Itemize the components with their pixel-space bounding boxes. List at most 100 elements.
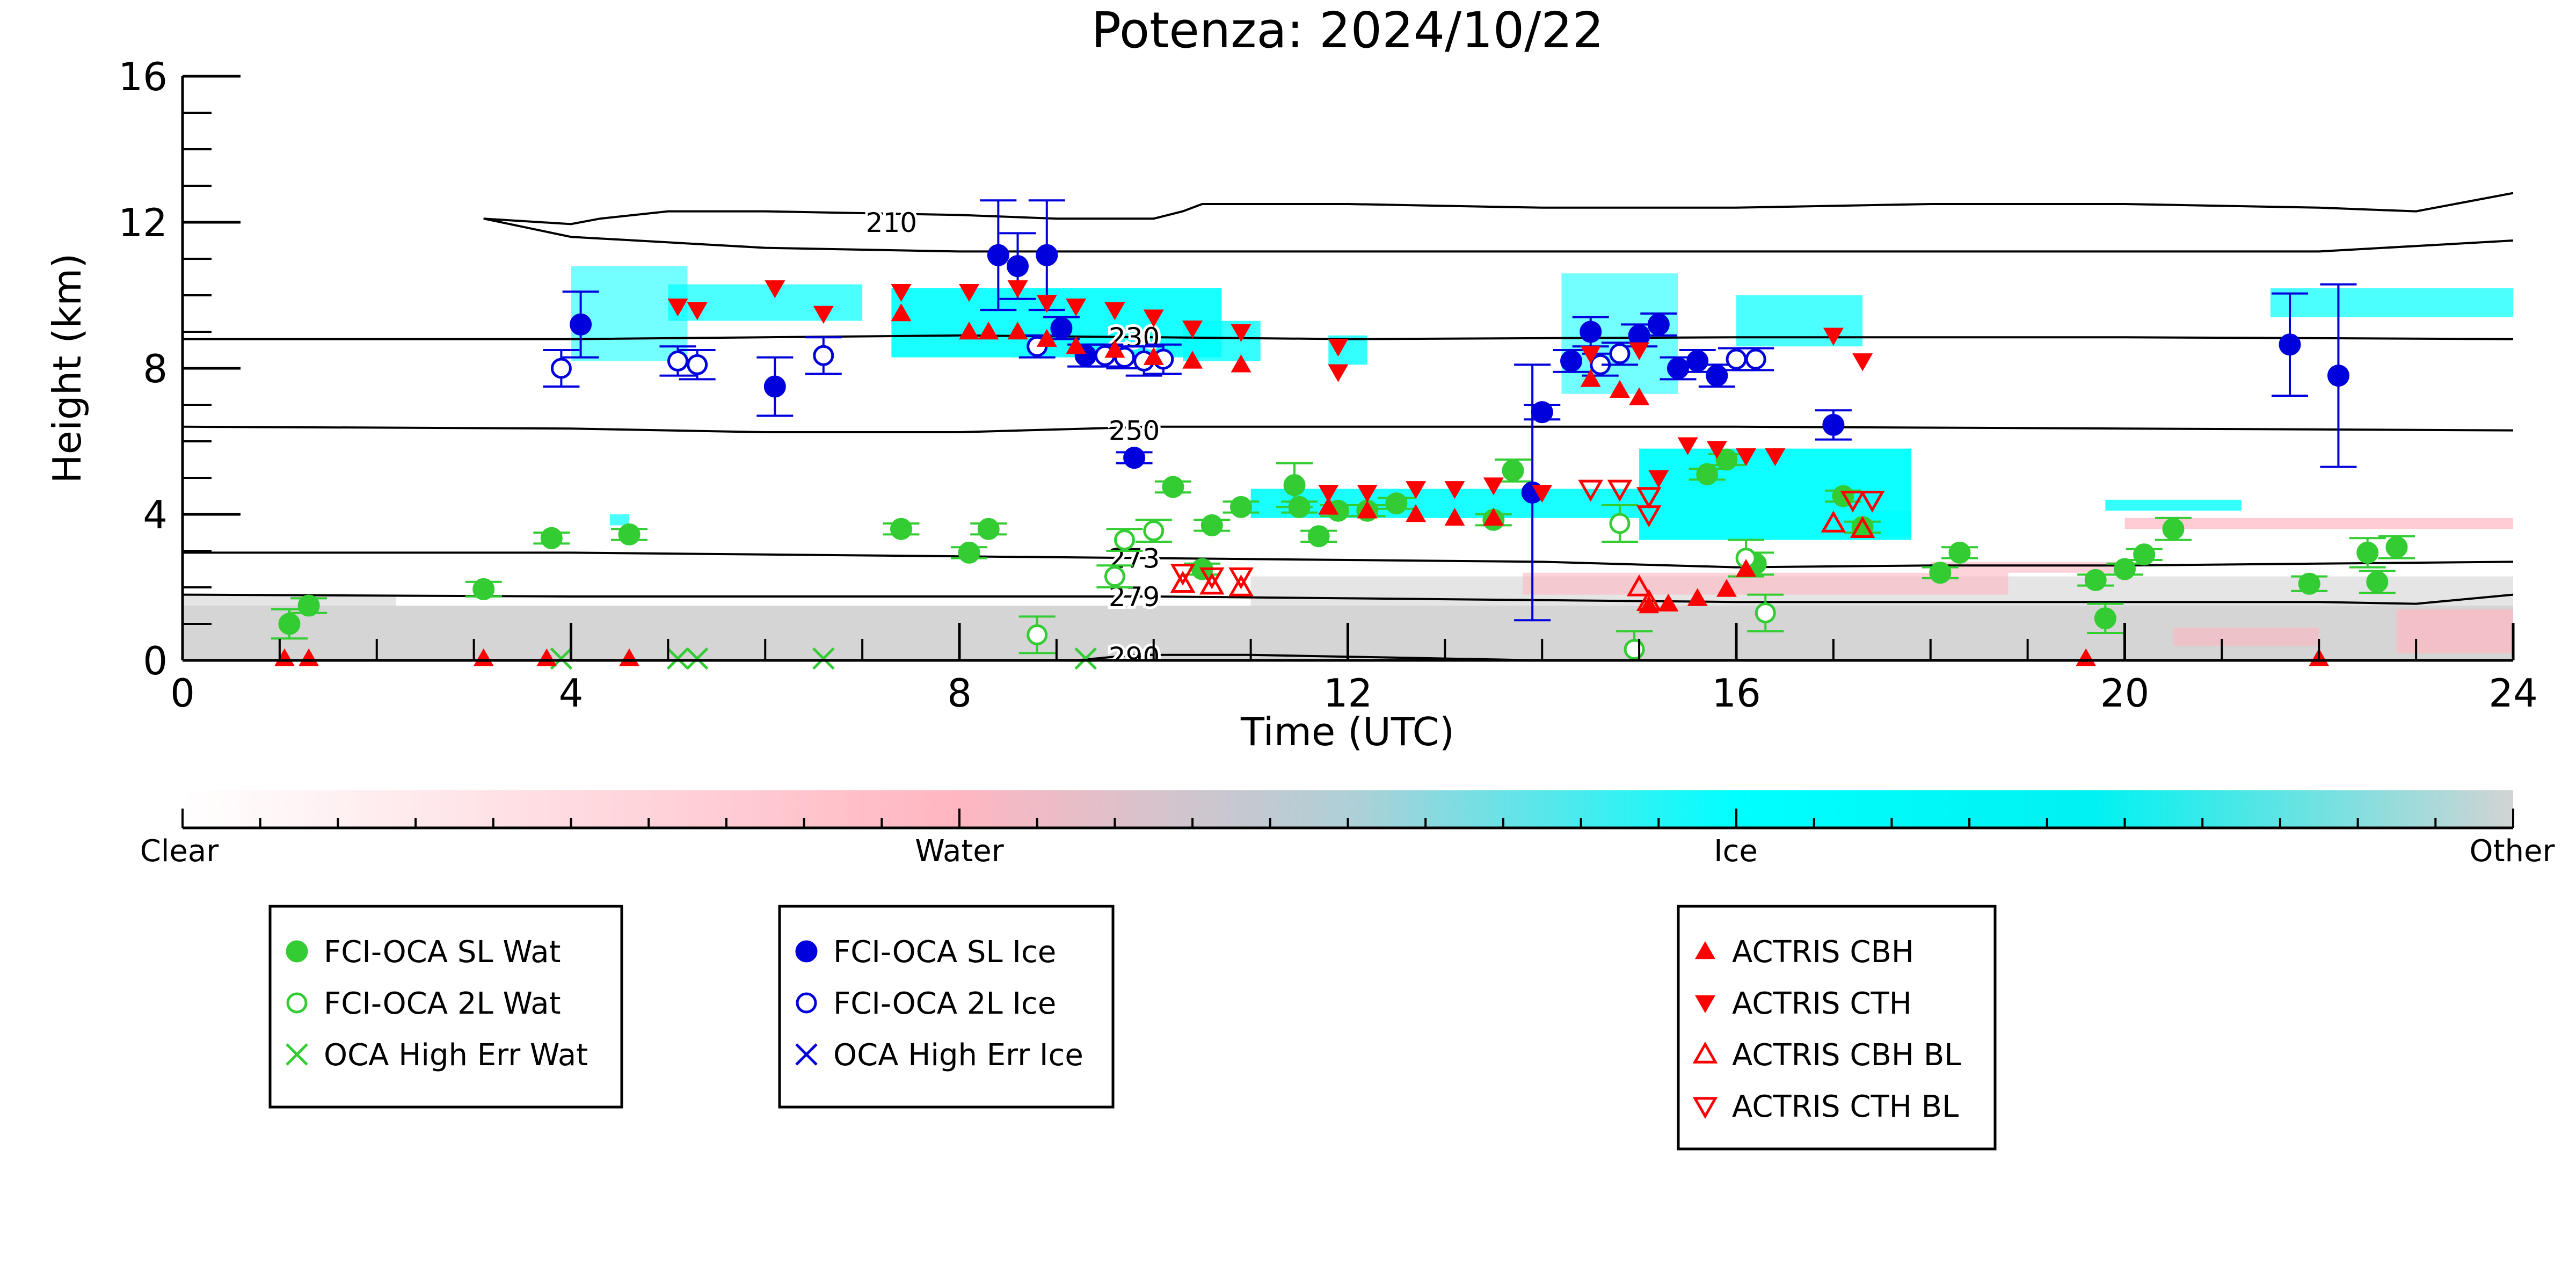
marker-stroke [795, 1043, 818, 1066]
data-point [2084, 569, 2107, 591]
data-point [667, 299, 688, 317]
data-point [2094, 607, 2116, 630]
legend-marker [795, 940, 818, 963]
classification-background [183, 266, 2513, 660]
data-point [1624, 639, 1645, 660]
legend-item: FCI-OCA SL Wat [286, 935, 561, 970]
legend-frame [1677, 905, 1997, 1151]
data-point [1170, 571, 1196, 593]
legend-marker [795, 1043, 818, 1066]
data-point [619, 648, 640, 666]
marker-stroke [286, 1043, 308, 1066]
marker-stroke [812, 647, 835, 670]
colorbar-ticks [181, 809, 2514, 829]
y-tick-label: 16 [118, 54, 168, 99]
axes: 0 4 8 12 16 0 4 8 12 16 20 24 [118, 54, 2537, 716]
isotherm-line [183, 334, 2513, 340]
data-point [686, 647, 709, 670]
y-tick-label: 12 [118, 200, 168, 245]
classification-patch [2124, 518, 2513, 529]
x-tick-label: 4 [559, 671, 584, 716]
colorbar-label-ice: Ice [1714, 834, 1758, 869]
x-tick-label: 24 [2488, 671, 2538, 716]
data-point [1066, 299, 1087, 317]
data-point [977, 518, 1000, 540]
data-point [1948, 541, 1971, 564]
legend-label: FCI-OCA SL Ice [833, 935, 1056, 970]
data-point [891, 283, 912, 302]
data-point [2133, 543, 2156, 566]
data-point [987, 244, 1009, 266]
legend-label: FCI-OCA 2L Ice [833, 986, 1056, 1021]
data-point [2114, 558, 2136, 580]
data-point [1677, 437, 1698, 455]
data-point [1629, 342, 1650, 360]
data-point [1736, 559, 1757, 577]
classification-patch [1736, 295, 1863, 347]
legend-label: FCI-OCA 2L Wat [324, 986, 561, 1021]
data-point [472, 578, 495, 600]
data-point [1716, 579, 1737, 597]
isotherm-line [183, 593, 2513, 605]
data-point [1066, 336, 1087, 354]
legend-item: FCI-OCA 2L Wat [286, 986, 561, 1021]
data-point [1230, 496, 1253, 518]
classification-patch [2270, 288, 2513, 317]
data-point [1228, 574, 1254, 596]
legend-marker [796, 992, 817, 1014]
data-point [978, 322, 999, 340]
data-point [667, 350, 688, 372]
data-point [1607, 479, 1633, 502]
series-oca-high-err-wat [550, 647, 1097, 670]
data-point [2076, 648, 2097, 666]
legend-marker [1695, 995, 1715, 1013]
chart-title: Potenza: 2024/10/22 [1091, 2, 1604, 59]
data-point [1658, 593, 1679, 612]
y-axis-label: Height (km) [45, 253, 90, 484]
data-point [473, 648, 494, 666]
classification-colorbar: Clear Water Ice Other [140, 790, 2555, 869]
marker-stroke [686, 647, 709, 670]
data-point [813, 305, 834, 324]
data-point [1357, 484, 1378, 503]
data-point [1532, 484, 1553, 503]
legend-label: ACTRIS CTH [1732, 986, 1912, 1021]
legend-marker [1692, 1041, 1718, 1064]
marker-stroke [1074, 647, 1097, 670]
y-tick-label: 8 [143, 346, 168, 391]
legend-label: ACTRIS CTH BL [1732, 1089, 1959, 1124]
x-axis-label: Time (UTC) [1240, 709, 1454, 754]
data-point [959, 322, 980, 340]
data-point [1328, 364, 1349, 382]
legend-label: ACTRIS CBH [1732, 935, 1914, 970]
data-point [2366, 571, 2389, 593]
data-point [959, 283, 980, 302]
isotherm-line [183, 551, 2513, 569]
data-point [1736, 448, 1757, 467]
data-point [1745, 348, 1766, 370]
data-point [1609, 513, 1631, 534]
data-point [2356, 541, 2379, 564]
data-point [1636, 505, 1662, 528]
data-point [666, 647, 689, 670]
data-point [278, 613, 301, 635]
data-point [1231, 324, 1251, 342]
legend-item: ACTRIS CBH BL [1692, 1038, 1961, 1073]
data-point [1307, 525, 1330, 548]
series-fci-oca-sl-ice [562, 199, 2357, 622]
legend-label: ACTRIS CBH BL [1732, 1038, 1961, 1073]
data-point [1104, 566, 1125, 587]
isotherm-label: 210 [866, 207, 917, 238]
data-point [1850, 516, 1875, 538]
legend-marker [1692, 1097, 1718, 1119]
data-point [1580, 369, 1601, 387]
isotherm-label: 290 [1109, 642, 1160, 673]
data-point [540, 527, 563, 549]
legend-marker [1695, 941, 1715, 959]
data-point [1715, 448, 1738, 471]
data-point [1199, 567, 1225, 590]
data-point [1182, 351, 1203, 369]
data-point [1823, 328, 1844, 346]
data-point [1726, 348, 1747, 370]
